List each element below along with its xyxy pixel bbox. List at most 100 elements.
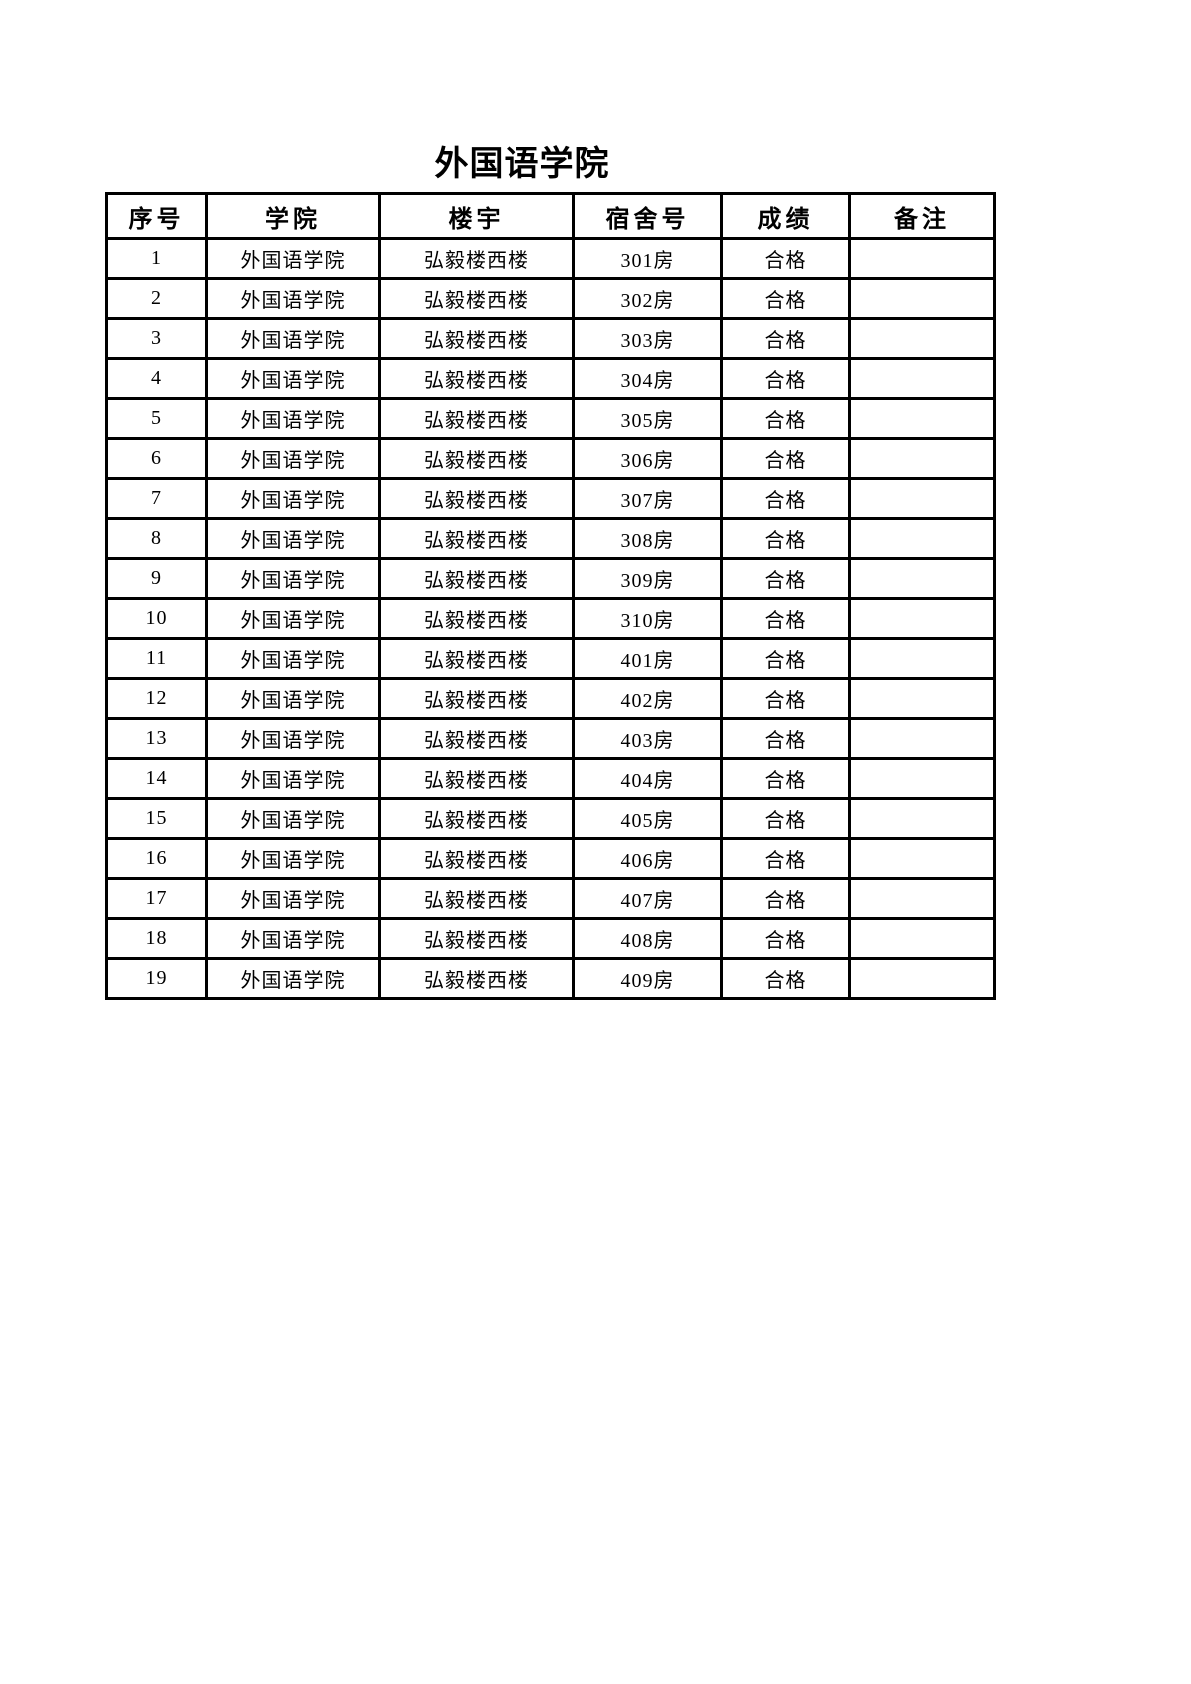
cell-grade: 合格 xyxy=(720,797,851,840)
cell-no: 19 xyxy=(105,957,208,1000)
table-row: 3 外国语学院 弘毅楼西楼 303房 合格 xyxy=(105,317,996,360)
cell-room: 307房 xyxy=(572,477,723,520)
cell-grade: 合格 xyxy=(720,317,851,360)
cell-room: 310房 xyxy=(572,597,723,640)
cell-no: 4 xyxy=(105,357,208,400)
cell-remark xyxy=(848,677,996,720)
table-row: 5 外国语学院 弘毅楼西楼 305房 合格 xyxy=(105,397,996,440)
cell-room: 404房 xyxy=(572,757,723,800)
table-row: 8 外国语学院 弘毅楼西楼 308房 合格 xyxy=(105,517,996,560)
cell-college: 外国语学院 xyxy=(205,277,381,320)
column-header-college: 学院 xyxy=(205,192,381,240)
cell-college: 外国语学院 xyxy=(205,437,381,480)
cell-remark xyxy=(848,237,996,280)
cell-grade: 合格 xyxy=(720,437,851,480)
cell-college: 外国语学院 xyxy=(205,517,381,560)
table-row: 15 外国语学院 弘毅楼西楼 405房 合格 xyxy=(105,797,996,840)
page-title: 外国语学院 xyxy=(434,146,610,183)
cell-building: 弘毅楼西楼 xyxy=(378,357,575,400)
cell-college: 外国语学院 xyxy=(205,877,381,920)
cell-remark xyxy=(848,837,996,880)
cell-no: 1 xyxy=(105,237,208,280)
cell-college: 外国语学院 xyxy=(205,837,381,880)
cell-remark xyxy=(848,397,996,440)
cell-remark xyxy=(848,957,996,1000)
cell-room: 408房 xyxy=(572,917,723,960)
cell-grade: 合格 xyxy=(720,557,851,600)
cell-room: 302房 xyxy=(572,277,723,320)
cell-grade: 合格 xyxy=(720,957,851,1000)
cell-building: 弘毅楼西楼 xyxy=(378,797,575,840)
table-row: 10 外国语学院 弘毅楼西楼 310房 合格 xyxy=(105,597,996,640)
cell-no: 8 xyxy=(105,517,208,560)
cell-remark xyxy=(848,277,996,320)
cell-building: 弘毅楼西楼 xyxy=(378,637,575,680)
cell-grade: 合格 xyxy=(720,357,851,400)
table-row: 1 外国语学院 弘毅楼西楼 301房 合格 xyxy=(105,237,996,280)
cell-college: 外国语学院 xyxy=(205,677,381,720)
cell-remark xyxy=(848,757,996,800)
cell-remark xyxy=(848,477,996,520)
cell-remark xyxy=(848,357,996,400)
cell-building: 弘毅楼西楼 xyxy=(378,277,575,320)
cell-room: 405房 xyxy=(572,797,723,840)
cell-grade: 合格 xyxy=(720,757,851,800)
cell-room: 407房 xyxy=(572,877,723,920)
table-row: 18 外国语学院 弘毅楼西楼 408房 合格 xyxy=(105,917,996,960)
cell-building: 弘毅楼西楼 xyxy=(378,677,575,720)
header-row: 序号 学院 楼宇 宿舍号 成绩 备注 xyxy=(105,192,996,240)
cell-college: 外国语学院 xyxy=(205,797,381,840)
cell-no: 11 xyxy=(105,637,208,680)
cell-no: 12 xyxy=(105,677,208,720)
table-row: 11 外国语学院 弘毅楼西楼 401房 合格 xyxy=(105,637,996,680)
cell-building: 弘毅楼西楼 xyxy=(378,717,575,760)
cell-college: 外国语学院 xyxy=(205,357,381,400)
cell-college: 外国语学院 xyxy=(205,917,381,960)
cell-room: 303房 xyxy=(572,317,723,360)
table-row: 6 外国语学院 弘毅楼西楼 306房 合格 xyxy=(105,437,996,480)
cell-remark xyxy=(848,557,996,600)
cell-college: 外国语学院 xyxy=(205,317,381,360)
cell-grade: 合格 xyxy=(720,397,851,440)
cell-grade: 合格 xyxy=(720,277,851,320)
cell-remark xyxy=(848,517,996,560)
cell-grade: 合格 xyxy=(720,237,851,280)
cell-remark xyxy=(848,877,996,920)
cell-building: 弘毅楼西楼 xyxy=(378,397,575,440)
cell-grade: 合格 xyxy=(720,877,851,920)
cell-grade: 合格 xyxy=(720,917,851,960)
cell-college: 外国语学院 xyxy=(205,557,381,600)
cell-grade: 合格 xyxy=(720,597,851,640)
table-row: 16 外国语学院 弘毅楼西楼 406房 合格 xyxy=(105,837,996,880)
cell-remark xyxy=(848,797,996,840)
cell-room: 403房 xyxy=(572,717,723,760)
cell-remark xyxy=(848,597,996,640)
cell-college: 外国语学院 xyxy=(205,477,381,520)
table-row: 19 外国语学院 弘毅楼西楼 409房 合格 xyxy=(105,957,996,1000)
table-row: 14 外国语学院 弘毅楼西楼 404房 合格 xyxy=(105,757,996,800)
cell-grade: 合格 xyxy=(720,477,851,520)
cell-no: 3 xyxy=(105,317,208,360)
cell-remark xyxy=(848,717,996,760)
cell-college: 外国语学院 xyxy=(205,237,381,280)
table-row: 2 外国语学院 弘毅楼西楼 302房 合格 xyxy=(105,277,996,320)
cell-no: 7 xyxy=(105,477,208,520)
cell-grade: 合格 xyxy=(720,517,851,560)
cell-no: 6 xyxy=(105,437,208,480)
cell-building: 弘毅楼西楼 xyxy=(378,437,575,480)
column-header-room: 宿舍号 xyxy=(572,192,723,240)
cell-college: 外国语学院 xyxy=(205,397,381,440)
column-header-building: 楼宇 xyxy=(378,192,575,240)
cell-no: 16 xyxy=(105,837,208,880)
cell-remark xyxy=(848,917,996,960)
cell-no: 2 xyxy=(105,277,208,320)
cell-no: 13 xyxy=(105,717,208,760)
cell-building: 弘毅楼西楼 xyxy=(378,917,575,960)
cell-room: 304房 xyxy=(572,357,723,400)
cell-room: 401房 xyxy=(572,637,723,680)
cell-no: 10 xyxy=(105,597,208,640)
cell-remark xyxy=(848,437,996,480)
cell-grade: 合格 xyxy=(720,677,851,720)
cell-room: 406房 xyxy=(572,837,723,880)
